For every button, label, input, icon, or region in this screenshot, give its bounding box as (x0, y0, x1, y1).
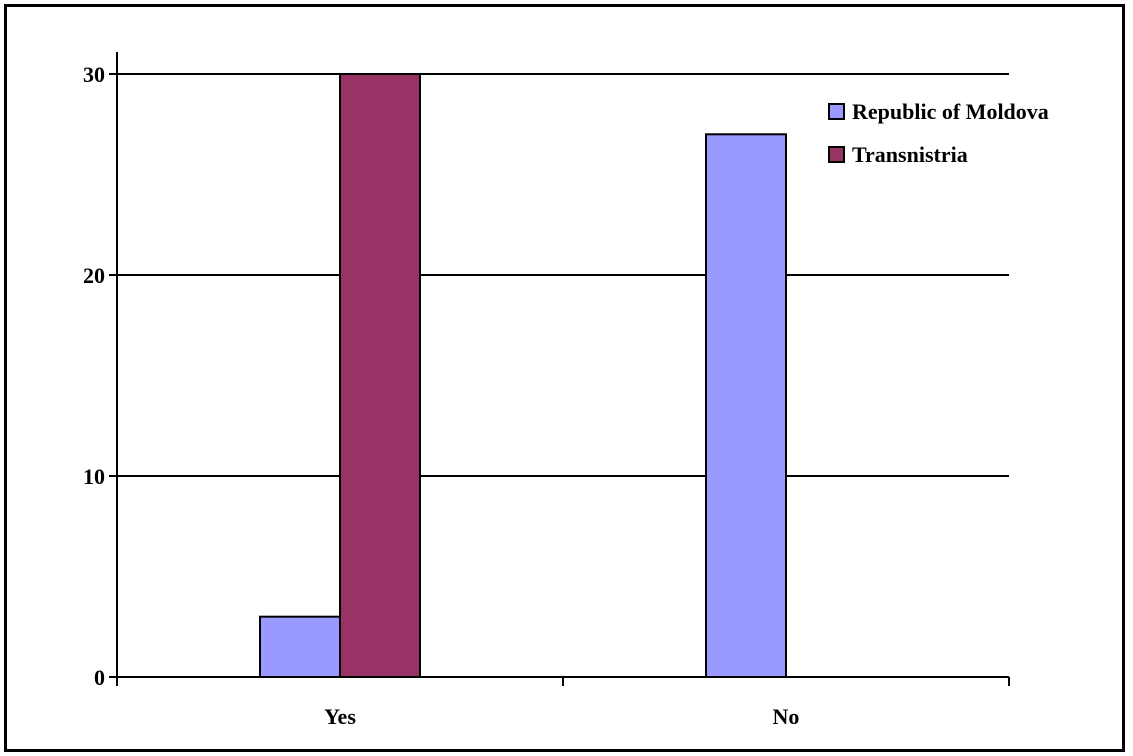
ticks: 0 10 20 30 Yes No (83, 62, 1010, 729)
legend-swatch-transnistria (828, 146, 845, 163)
legend-swatch-republic-of-moldova (828, 103, 845, 120)
legend-label-republic-of-moldova: Republic of Moldova (852, 99, 1049, 124)
x-category-label-no: No (773, 704, 800, 729)
legend: Republic of Moldova Transnistria (828, 99, 1049, 167)
y-tick-label-0: 0 (94, 665, 105, 690)
legend-label-transnistria: Transnistria (852, 142, 968, 167)
bar-yes-transnistria (339, 73, 421, 678)
chart-frame (4, 4, 1125, 752)
y-tick-label-20: 20 (83, 263, 105, 288)
gridlines (117, 73, 1009, 477)
y-tick-label-30: 30 (83, 62, 105, 87)
bar-yes-republic-of-moldova (259, 615, 341, 679)
x-category-label-yes: Yes (324, 704, 356, 729)
bar-no-republic-of-moldova (705, 133, 787, 679)
y-tick-label-10: 10 (83, 464, 105, 489)
bars (259, 73, 787, 679)
